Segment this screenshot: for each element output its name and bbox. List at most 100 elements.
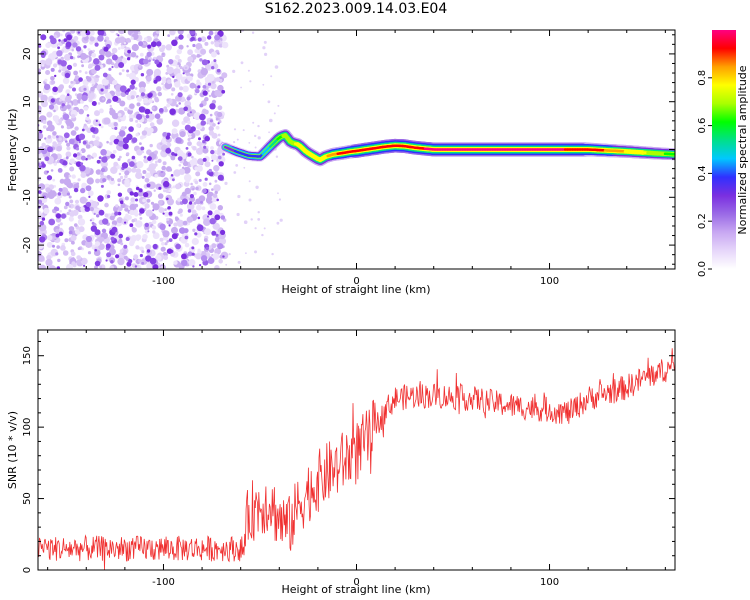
noise-speckle [139,86,146,94]
noise-speckle [167,207,170,210]
noise-speckle [40,94,48,103]
noise-speckle [191,157,197,163]
noise-speckle [203,145,207,149]
noise-speckle [109,215,115,221]
noise-speckle [47,235,53,241]
noise-speckle [80,162,84,166]
noise-speckle [69,199,74,204]
noise-speckle [136,96,142,102]
noise-speckle [148,127,154,133]
noise-speckle [124,178,130,184]
noise-speckle [63,172,71,179]
noise-speckle [208,125,214,132]
noise-speckle [191,155,194,159]
noise-speckle [38,255,45,262]
noise-speckle [174,153,178,157]
noise-speckle [161,82,164,85]
noise-speckle [46,241,53,248]
noise-speckle [168,211,173,216]
noise-speckle [157,91,162,97]
noise-speckle [213,150,218,155]
noise-speckle [131,155,136,160]
noise-speckle [254,250,257,254]
noise-speckle [136,161,144,169]
noise-speckle [117,34,120,37]
noise-speckle [66,211,71,216]
noise-speckle [93,139,100,147]
noise-speckle [46,127,50,131]
noise-speckle [104,202,109,208]
noise-speckle [131,167,137,173]
noise-speckle [147,230,150,233]
noise-speckle [178,44,184,50]
x-tick-label: -100 [152,577,175,588]
noise-speckle [176,73,182,79]
noise-speckle [141,250,145,254]
noise-speckle [195,43,203,50]
noise-speckle [210,149,215,155]
noise-speckle [171,39,178,47]
noise-speckle [153,79,158,84]
noise-speckle [135,171,143,180]
noise-speckle [129,103,135,109]
noise-speckle [212,90,215,94]
noise-speckle [91,83,95,87]
noise-speckle [262,83,265,86]
noise-speckle [176,48,182,55]
noise-speckle [174,216,179,220]
noise-speckle [208,30,214,36]
noise-speckle [121,162,129,169]
snr-series-line [38,348,675,570]
noise-speckle [96,214,100,218]
noise-speckle [135,186,140,191]
noise-speckle [80,172,87,179]
noise-speckle [58,84,64,90]
noise-speckle [210,61,215,65]
noise-speckle [159,237,164,242]
noise-speckle [117,113,122,117]
noise-speckle [54,74,57,78]
noise-speckle [138,81,146,89]
noise-speckle [107,194,111,199]
noise-speckle [91,101,97,106]
noise-speckle [87,190,94,197]
noise-speckle [184,242,190,248]
noise-speckle [173,260,178,265]
noise-speckle [270,75,273,78]
noise-speckle [60,213,67,219]
noise-speckle [70,83,74,87]
noise-speckle [173,169,181,177]
noise-speckle [44,156,50,161]
noise-speckle [152,106,155,110]
noise-speckle [58,39,61,42]
noise-speckle [192,238,198,243]
noise-speckle [84,54,89,59]
noise-speckle [163,180,170,188]
noise-speckle [164,242,168,246]
noise-speckle [146,76,152,82]
noise-speckle [119,100,126,107]
noise-speckle [166,98,170,102]
noise-speckle [63,132,70,139]
noise-speckle [94,110,100,117]
noise-speckle [179,227,186,234]
noise-speckle [39,236,46,243]
noise-speckle [152,232,160,240]
noise-speckle [183,228,189,234]
noise-speckle [125,37,131,43]
noise-speckle [158,207,165,214]
noise-speckle [134,265,138,268]
noise-speckle [77,218,86,226]
noise-speckle [108,67,112,71]
noise-speckle [212,193,218,198]
noise-speckle [217,243,224,250]
noise-speckle [117,158,121,161]
noise-speckle [63,205,68,210]
noise-speckle [38,132,44,140]
noise-speckle [59,210,62,213]
noise-speckle [118,118,122,123]
noise-speckle [213,184,221,192]
noise-speckle [70,235,77,241]
noise-speckle [62,160,68,166]
